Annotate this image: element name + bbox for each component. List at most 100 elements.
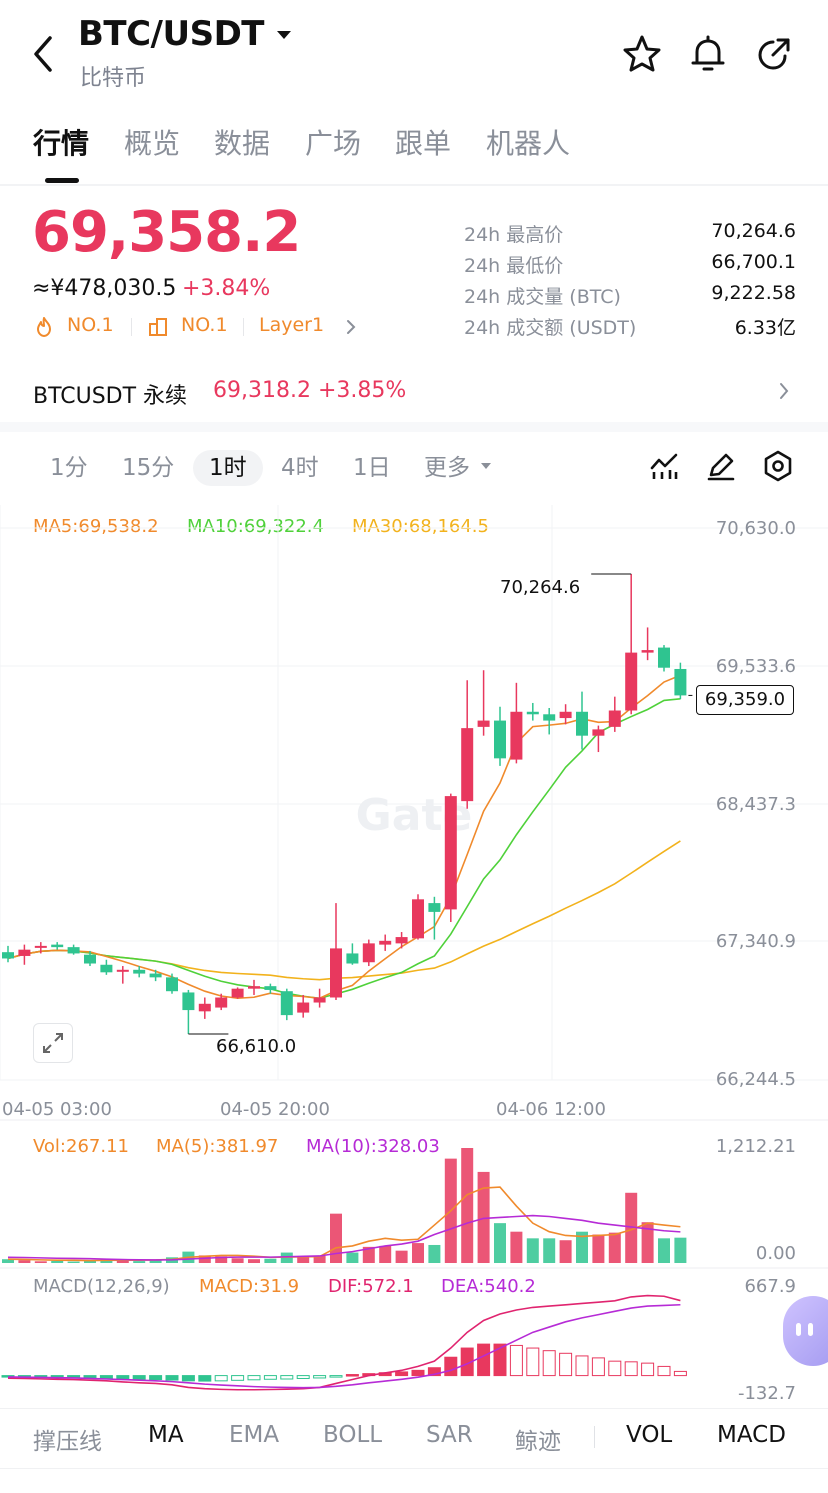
volume-bar [543, 1238, 556, 1263]
interval-1m[interactable]: 1分 [50, 455, 88, 481]
candle [379, 940, 392, 945]
stat-value-low: 66,700.1 [711, 251, 796, 273]
bell-icon[interactable] [688, 34, 728, 74]
indicator-vol[interactable]: VOL [626, 1422, 673, 1448]
macd-bar [165, 1375, 179, 1381]
macd-bar [411, 1369, 425, 1377]
divider [0, 184, 828, 186]
chevron-right-icon[interactable] [344, 318, 358, 336]
stat-label-turnover: 24h 成交额 (USDT) [464, 317, 637, 339]
indicator-macd[interactable]: MACD [717, 1422, 786, 1448]
macd-bar [460, 1347, 474, 1377]
settings-icon[interactable] [760, 448, 796, 484]
candle [559, 711, 572, 719]
candle [34, 945, 47, 948]
interval-more[interactable]: 更多 [424, 455, 470, 481]
macd-bar [214, 1375, 228, 1382]
macd-bar [526, 1347, 540, 1377]
assistant-float-button[interactable] [783, 1296, 828, 1366]
candle [608, 710, 621, 727]
macd-bar [345, 1374, 359, 1377]
caret-down-icon[interactable] [479, 460, 493, 472]
candle [625, 652, 638, 711]
macd-legend-dea: DEA:540.2 [441, 1276, 536, 1297]
indicator-chart-icon[interactable] [646, 448, 682, 484]
tab-overview[interactable]: 概览 [124, 127, 181, 160]
candle [18, 949, 31, 956]
candle [198, 1003, 211, 1012]
pair-title[interactable]: BTC/USDT [78, 14, 265, 54]
macd-axis-label: -132.7 [737, 1383, 796, 1404]
indicator-whale[interactable]: 鲸迹 [515, 1429, 561, 1455]
macd-dif-line [7, 1294, 681, 1391]
indicator-support-resistance[interactable]: 撑压线 [33, 1429, 102, 1455]
interval-1d[interactable]: 1日 [353, 455, 391, 481]
macd-bar [575, 1355, 589, 1377]
section-gap [0, 422, 828, 432]
volume-bar [2, 1259, 14, 1263]
volume-bar [625, 1192, 638, 1263]
divider [0, 1408, 828, 1409]
macd-bar [313, 1375, 327, 1379]
time-axis-label: 04-05 03:00 [2, 1099, 112, 1120]
candle [100, 964, 113, 973]
back-arrow-icon[interactable] [28, 32, 60, 76]
candle [395, 937, 408, 944]
interval-15m[interactable]: 15分 [122, 455, 175, 481]
stat-label-low: 24h 最低价 [464, 255, 564, 277]
candle [576, 711, 588, 736]
indicator-sar[interactable]: SAR [426, 1422, 473, 1448]
star-icon[interactable] [622, 34, 662, 74]
candle [641, 650, 654, 653]
volume-bar [494, 1223, 506, 1263]
ma5-legend: MA5:69,538.2 [33, 516, 159, 537]
perpetual-name: BTCUSDT 永续 [33, 384, 188, 409]
interval-1h[interactable]: 1时 [193, 450, 263, 486]
volume-bar [362, 1246, 375, 1263]
share-icon[interactable] [754, 34, 794, 74]
candle [510, 711, 523, 760]
dropdown-caret-icon[interactable] [272, 24, 296, 46]
current-price-tag: 69,359.0 [696, 685, 794, 715]
stat-value-turnover: 6.33亿 [734, 317, 796, 339]
cny-price: ≈¥478,030.5 [32, 276, 177, 301]
tab-copytrade[interactable]: 跟单 [395, 127, 452, 160]
macd-bar [132, 1375, 146, 1380]
interval-4h[interactable]: 4时 [281, 455, 319, 481]
rank-hot[interactable]: NO.1 [67, 314, 114, 336]
rank-cap[interactable]: NO.1 [181, 314, 228, 336]
macd-legend-dif: DIF:572.1 [328, 1276, 414, 1297]
fullscreen-button[interactable] [33, 1023, 73, 1063]
low-price-marker: 66,610.0 [216, 1036, 297, 1057]
macd-legend-name: MACD(12,26,9) [33, 1276, 170, 1297]
tab-bot[interactable]: 机器人 [486, 127, 571, 160]
candle [494, 720, 506, 759]
macd-bar [198, 1375, 212, 1382]
tab-data[interactable]: 数据 [214, 127, 271, 160]
vol-legend: Vol:267.11 [33, 1136, 129, 1157]
tag-layer1[interactable]: Layer1 [259, 314, 325, 336]
draw-pen-icon[interactable] [703, 448, 739, 484]
candle [543, 714, 556, 721]
time-axis-label: 04-06 12:00 [496, 1099, 606, 1120]
macd-bar [427, 1367, 441, 1377]
vol-axis-label: 1,212.21 [715, 1136, 796, 1157]
candle [477, 720, 490, 727]
kline-chart[interactable]: Gate [0, 505, 828, 1410]
macd-bar [641, 1362, 655, 1377]
candle [182, 992, 195, 1011]
candle [2, 952, 14, 959]
tab-square[interactable]: 广场 [305, 127, 362, 160]
volume-bar [34, 1261, 47, 1263]
volume-bar [248, 1259, 260, 1263]
indicator-ma[interactable]: MA [148, 1422, 184, 1448]
volume-bar [51, 1260, 64, 1263]
candle [592, 729, 605, 736]
indicator-ema[interactable]: EMA [229, 1422, 280, 1448]
tab-market[interactable]: 行情 [33, 127, 90, 160]
chevron-right-icon[interactable] [776, 381, 792, 401]
volume-bar [346, 1252, 359, 1263]
indicator-boll[interactable]: BOLL [323, 1422, 383, 1448]
perpetual-price: 69,318.2 [213, 378, 311, 403]
vol-ma5-legend: MA(5):381.97 [156, 1136, 279, 1157]
